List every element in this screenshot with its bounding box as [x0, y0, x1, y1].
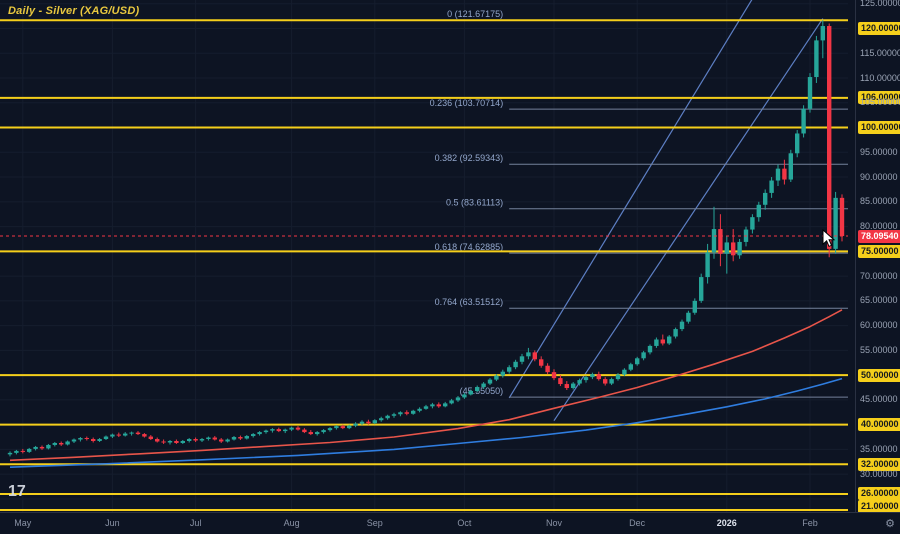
time-axis-label: Jun [105, 518, 120, 528]
time-axis-label: May [14, 518, 32, 528]
ma-fast-line [9, 309, 843, 462]
level-price-label: 106.00000 [858, 91, 900, 105]
moving-averages [9, 309, 843, 468]
trend-channel [508, 0, 824, 422]
mouse-cursor-icon [822, 228, 836, 253]
time-axis-label: Dec [629, 518, 646, 528]
chart-canvas[interactable]: 0 (121.67175) 0.236 (103.70714) 0.382 (92.… [0, 0, 855, 512]
price-tick-label: 95.00000 [860, 146, 898, 157]
price-scale[interactable]: 125.00000 120.00000 115.00000 110.00000 106.… [855, 0, 900, 513]
svg-text:0.236 (103.70714): 0.236 (103.70714) [430, 98, 504, 108]
price-tick-label: 35.00000 [860, 443, 898, 454]
level-price-label: 40.00000 [858, 418, 900, 432]
time-axis-label: Feb [802, 518, 818, 528]
price-tick-label: 60.00000 [860, 320, 898, 331]
price-tick-label: 85.00000 [860, 196, 898, 207]
chart-title: Daily - Silver (XAG/USD) [8, 5, 140, 17]
level-price-label: 21.00000 [858, 499, 900, 513]
level-price-label: 50.00000 [858, 368, 900, 382]
axis-settings-gear-icon[interactable]: ⚙ [885, 518, 895, 530]
price-tick-label: 125.00000 [860, 0, 900, 9]
last-price-label: 78.09540 [858, 229, 900, 243]
time-axis-label: Oct [457, 518, 472, 528]
time-axis[interactable]: ⚙ May Jun Jul Aug Sep Oct Nov Dec 2026 Feb [0, 512, 900, 534]
time-axis-label: 2026 [716, 518, 737, 528]
price-tick-label: 65.00000 [860, 295, 898, 306]
price-tick-label: 110.00000 [860, 72, 900, 83]
svg-text:0.618 (74.62885): 0.618 (74.62885) [435, 242, 504, 252]
price-tick-label: 80.00000 [860, 221, 898, 232]
key-level-lines [0, 19, 848, 511]
level-price-label: 75.00000 [858, 244, 900, 258]
ma-slow-line [9, 377, 843, 468]
svg-text:0 (121.67175): 0 (121.67175) [447, 9, 503, 19]
time-axis-label: Sep [366, 518, 383, 528]
svg-text:(45.55050): (45.55050) [460, 386, 504, 396]
price-tick-label: 70.00000 [860, 270, 898, 281]
tradingview-logo: 17 [8, 483, 26, 500]
price-tick-label: 115.00000 [860, 47, 900, 58]
svg-text:0.382 (92.59343): 0.382 (92.59343) [435, 153, 504, 163]
level-price-label: 100.00000 [858, 121, 900, 135]
fibonacci-retracement: 0 (121.67175) 0.236 (103.70714) 0.382 (92.… [430, 9, 848, 398]
level-price-label: 32.00000 [858, 457, 900, 471]
price-tick-label: 55.00000 [860, 344, 898, 355]
candles [7, 20, 845, 457]
time-axis-label: Nov [545, 518, 562, 528]
price-tick-label: 45.00000 [860, 394, 898, 405]
price-tick-label: 90.00000 [860, 171, 898, 182]
price-tick-label: 105.00000 [860, 97, 900, 108]
price-tick-label: 30.00000 [860, 468, 898, 479]
time-axis-label: Aug [283, 518, 300, 528]
svg-text:0.5 (83.61113): 0.5 (83.61113) [446, 198, 503, 208]
level-price-label: 26.00000 [858, 487, 900, 501]
svg-text:0.764 (63.51512): 0.764 (63.51512) [435, 297, 504, 307]
time-axis-label: Jul [189, 518, 202, 528]
level-price-label: 120.00000 [858, 22, 900, 35]
